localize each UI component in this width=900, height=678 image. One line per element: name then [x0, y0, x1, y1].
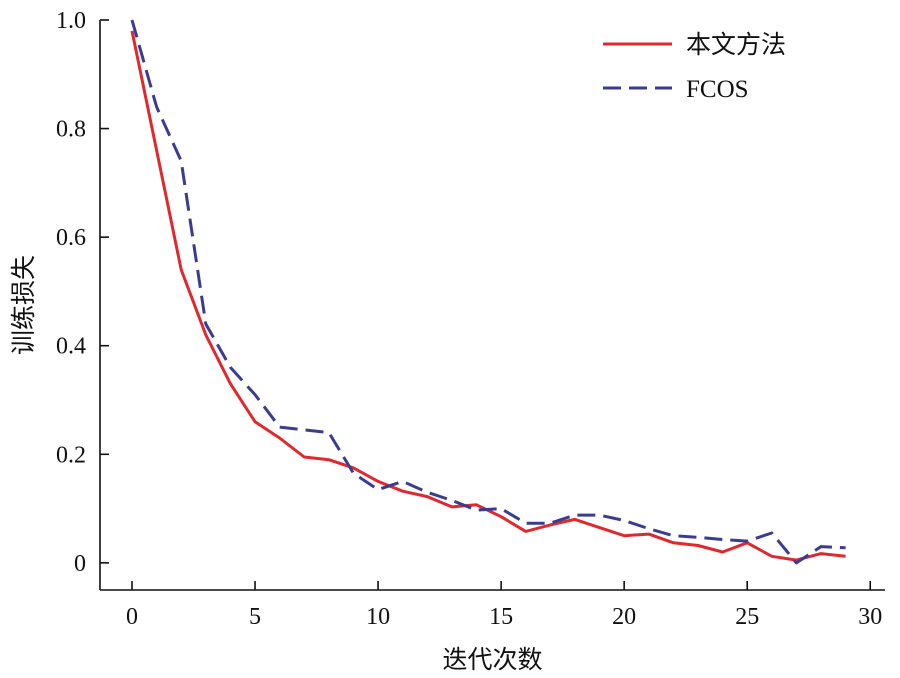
series-layer	[130, 19, 846, 565]
legend: 本文方法 FCOS	[603, 30, 786, 103]
x-tick-label: 25	[735, 604, 759, 630]
y-tick-label: 0.4	[56, 334, 86, 360]
x-tick-label: 0	[126, 604, 138, 630]
series-line-1	[130, 30, 846, 562]
x-tick-label: 20	[612, 604, 636, 630]
y-tick-label: 1.0	[56, 8, 86, 34]
x-axis-title: 迭代次数	[442, 645, 542, 674]
x-axis-ticks: 0 5 10 15 20 25 30	[126, 581, 882, 630]
x-tick-label: 10	[366, 604, 390, 630]
legend-label-series-2: FCOS	[686, 76, 749, 103]
y-axis-ticks: 0 0.2 0.4 0.6 0.8 1.0	[56, 8, 109, 577]
y-tick-label: 0.6	[56, 225, 86, 251]
x-tick-label: 15	[489, 604, 513, 630]
x-tick-label: 30	[858, 604, 882, 630]
y-tick-label: 0.2	[56, 442, 86, 468]
y-tick-label: 0.8	[56, 117, 86, 143]
series-line-2	[130, 19, 846, 565]
axes	[99, 20, 885, 591]
legend-label-series-1: 本文方法	[686, 30, 786, 59]
y-axis-title: 训练损失	[9, 255, 38, 355]
x-tick-label: 5	[249, 604, 261, 630]
y-tick-label: 0	[74, 551, 86, 577]
